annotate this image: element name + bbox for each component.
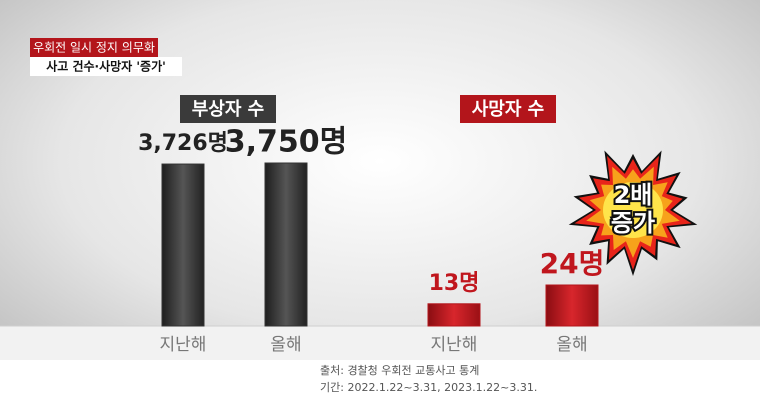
bar [264, 162, 308, 327]
x-tick-label: 올해 [556, 335, 587, 355]
value-label: 13명 [429, 271, 480, 296]
x-tick-label: 지난해 [160, 335, 207, 355]
source: 출처: 경찰청 우회전 교통사고 통계 [320, 364, 479, 377]
x-tick-label: 올해 [270, 335, 301, 355]
chart-title-box [460, 95, 556, 123]
annotation: 2배 [614, 181, 653, 209]
value-label: 3,750명 [225, 125, 348, 160]
bar [545, 284, 599, 327]
period: 기간: 2022.1.22~3.31, 2023.1.22~3.31. [320, 381, 537, 394]
value-label: 3,726명 [138, 131, 228, 156]
chart-title-box [180, 95, 276, 123]
bar [427, 303, 481, 327]
chart-title: 부상자 수 [192, 99, 265, 120]
header-title-box [30, 38, 158, 57]
x-tick-label: 지난해 [431, 335, 478, 355]
floor [0, 326, 760, 360]
value-label: 24명 [540, 247, 605, 280]
header-title: 우회전 일시 정지 의무화 [33, 41, 155, 55]
bar [161, 163, 205, 327]
header-subtitle-box [30, 57, 182, 76]
chart-title: 사망자 수 [472, 99, 545, 120]
annotation: 증가 [611, 209, 655, 237]
burst-core [603, 182, 663, 238]
footer-band [0, 360, 760, 403]
header-subtitle: 사고 건수·사망자 '증가' [46, 59, 166, 74]
